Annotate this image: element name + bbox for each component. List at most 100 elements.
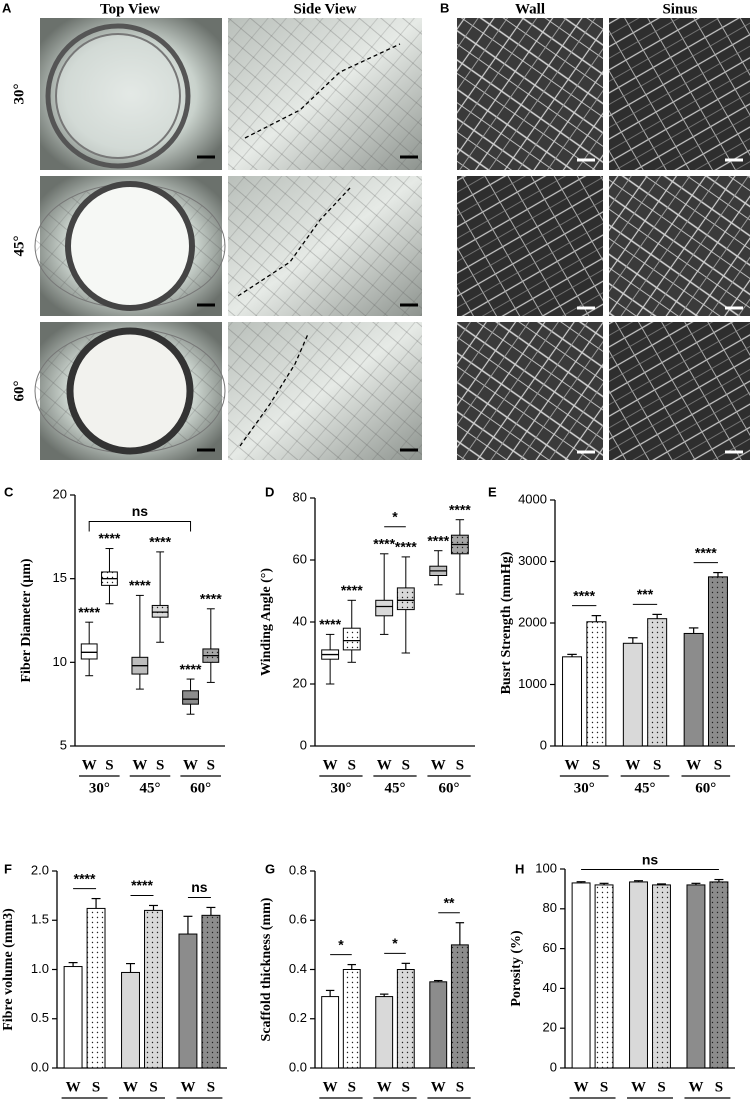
x-tick-label: W: [82, 757, 97, 773]
bar: [63, 966, 83, 1069]
y-tick-label: 40: [543, 980, 557, 995]
bar: [622, 642, 643, 747]
y-tick-label: 40: [293, 613, 307, 628]
significance: ****: [395, 539, 417, 555]
group-label: 30°: [89, 780, 110, 796]
x-tick-label: W: [431, 1079, 446, 1095]
y-tick-label: 1.0: [31, 961, 49, 976]
bar: [178, 933, 198, 1069]
significance: **: [444, 894, 455, 910]
photo-texture: [228, 322, 422, 460]
y-tick-label: 0.5: [31, 1010, 49, 1025]
y-axis-title: Scaffold thickness (mm): [259, 897, 274, 1041]
y-tick-label: 1000: [518, 676, 547, 691]
significance: ****: [695, 544, 717, 560]
y-tick-label: 15: [53, 570, 67, 585]
row-title: 60°: [11, 381, 27, 402]
y-tick-label: 80: [543, 900, 557, 915]
y-tick-label: 0: [300, 737, 307, 752]
group-label: 45°: [385, 780, 406, 796]
row-title: 30°: [11, 84, 27, 105]
group-label: 60°: [439, 780, 460, 796]
x-tick-label: S: [592, 757, 600, 773]
x-tick-label: S: [715, 1079, 723, 1095]
y-tick-label: 20: [293, 675, 307, 690]
x-tick-label: S: [657, 1079, 665, 1095]
sem-image: [609, 176, 750, 316]
significance: ****: [200, 590, 222, 606]
significance: ****: [99, 530, 121, 546]
bar: [450, 944, 469, 1069]
x-tick-label: S: [207, 1079, 215, 1095]
y-tick-label: 0.8: [289, 862, 307, 877]
significance-bracket: [88, 521, 192, 532]
y-tick-label: 0: [540, 737, 547, 752]
y-tick-label: 5: [60, 737, 67, 752]
panel-letter: C: [4, 484, 14, 499]
y-tick-label: 0.0: [289, 1059, 307, 1074]
sem-image: [609, 322, 750, 460]
y-axis-title: Fibre volume (mm3): [1, 908, 16, 1031]
x-tick-label: S: [402, 1079, 410, 1095]
y-tick-label: 0.4: [289, 961, 307, 976]
x-tick-label: W: [180, 1079, 195, 1095]
photo-detail: [55, 33, 181, 159]
x-tick-label: S: [456, 757, 464, 773]
panel-letter: D: [265, 484, 274, 499]
y-tick-label: 1.5: [31, 912, 49, 927]
panel-letter: H: [515, 861, 524, 876]
x-tick-label: W: [574, 1079, 589, 1095]
significance: ns: [132, 503, 149, 519]
bar: [683, 632, 704, 747]
significance: ****: [319, 616, 341, 632]
y-tick-label: 3000: [518, 553, 547, 568]
sem-image: [457, 176, 603, 316]
bar: [321, 996, 340, 1069]
x-tick-label: W: [625, 757, 640, 773]
bar: [144, 909, 163, 1069]
group-label: 45°: [635, 780, 656, 796]
y-tick-label: 60: [543, 940, 557, 955]
bar: [571, 882, 591, 1069]
sem-image: [457, 18, 603, 170]
x-tick-label: S: [92, 1079, 100, 1095]
significance: ****: [449, 501, 471, 517]
photo-panels: A B Top View Side View Wall Sinus 30° 45…: [2, 0, 750, 460]
box: [182, 690, 199, 705]
x-tick-label: S: [156, 757, 164, 773]
x-tick-label: S: [456, 1079, 464, 1095]
x-tick-label: S: [600, 1079, 608, 1095]
x-tick-label: W: [377, 1079, 392, 1095]
y-tick-label: 2000: [518, 614, 547, 629]
x-tick-label: W: [377, 757, 392, 773]
bar: [201, 914, 221, 1069]
photo-detail: [66, 327, 194, 455]
y-tick-label: 0.0: [31, 1059, 49, 1074]
group-label: 60°: [695, 780, 716, 796]
significance: ****: [78, 604, 100, 620]
y-axis-title: Fiber Diameter (μm): [19, 558, 34, 682]
bar: [707, 576, 728, 747]
y-tick-label: 100: [535, 860, 557, 875]
x-tick-label: W: [123, 1079, 138, 1095]
y-axis-title: Winding Angle (°): [259, 568, 274, 676]
winding-line: [239, 333, 309, 447]
photo-detail: [45, 23, 191, 169]
photo-detail: [65, 181, 195, 311]
significance: ****: [573, 587, 595, 603]
row-title: 45°: [11, 236, 27, 257]
bar: [121, 971, 140, 1069]
sem-image: [609, 18, 750, 170]
significance: *: [392, 509, 398, 525]
bar: [709, 881, 729, 1069]
bar: [594, 884, 614, 1069]
bar: [562, 656, 583, 747]
x-tick-label: S: [105, 757, 113, 773]
photo-texture: [228, 176, 422, 316]
bar: [396, 969, 415, 1069]
significance: *: [338, 936, 344, 952]
photo-texture: [228, 18, 422, 170]
column-title: Wall: [515, 1, 545, 17]
y-axis-title: Porosity (%): [509, 930, 524, 1007]
